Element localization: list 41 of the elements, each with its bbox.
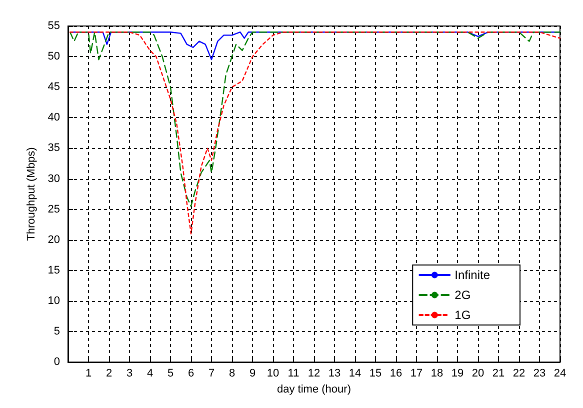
x-axis-title: day time (hour) — [277, 384, 351, 396]
y-tick-label: 45 — [48, 81, 60, 94]
x-tick-label: 9 — [249, 368, 256, 380]
x-tick-label: 8 — [228, 368, 236, 380]
x-tick-label: 1 — [85, 368, 92, 380]
x-tick-label: 23 — [533, 368, 546, 380]
x-tick-label: 15 — [369, 368, 382, 380]
y-tick-label: 0 — [54, 356, 60, 368]
x-tick-label: 6 — [188, 368, 194, 380]
y-tick-label: 50 — [48, 50, 60, 63]
legend-label: Infinite — [454, 268, 490, 282]
y-axis-title: Throughput (Mbps) — [25, 147, 38, 241]
x-tick-label: 10 — [266, 368, 280, 380]
x-tick-label: 13 — [328, 368, 341, 380]
y-tick-label: 40 — [48, 112, 60, 124]
x-tick-label: 22 — [512, 368, 526, 380]
y-tick-label: 10 — [48, 294, 60, 307]
x-tick-label: 21 — [492, 368, 505, 380]
x-tick-label: 19 — [451, 368, 464, 380]
legend-label: 1G — [454, 308, 471, 322]
y-tick-label: 55 — [48, 20, 60, 32]
x-tick-label: 3 — [126, 368, 133, 380]
x-tick-label: 5 — [167, 368, 174, 380]
x-tick-label: 4 — [146, 368, 154, 380]
y-tick-label: 25 — [48, 203, 60, 216]
x-tick-label: 11 — [288, 368, 300, 380]
legend-label: 2G — [454, 288, 471, 302]
x-tick-label: 17 — [410, 368, 423, 380]
x-tick-label: 24 — [554, 368, 566, 380]
x-tick-label: 20 — [472, 368, 484, 380]
x-tick-label: 14 — [348, 368, 362, 380]
x-tick-label: 7 — [208, 368, 215, 380]
x-tick-label: 12 — [308, 368, 320, 380]
y-tick-label: 15 — [48, 264, 60, 276]
x-tick-label: 16 — [390, 368, 402, 380]
y-tick-label: 30 — [48, 172, 60, 185]
y-tick-label: 35 — [48, 142, 60, 154]
y-tick-label: 20 — [48, 234, 60, 246]
x-tick-label: 18 — [430, 368, 444, 380]
y-tick-label: 5 — [54, 326, 60, 338]
x-tick-label: 2 — [106, 368, 112, 380]
